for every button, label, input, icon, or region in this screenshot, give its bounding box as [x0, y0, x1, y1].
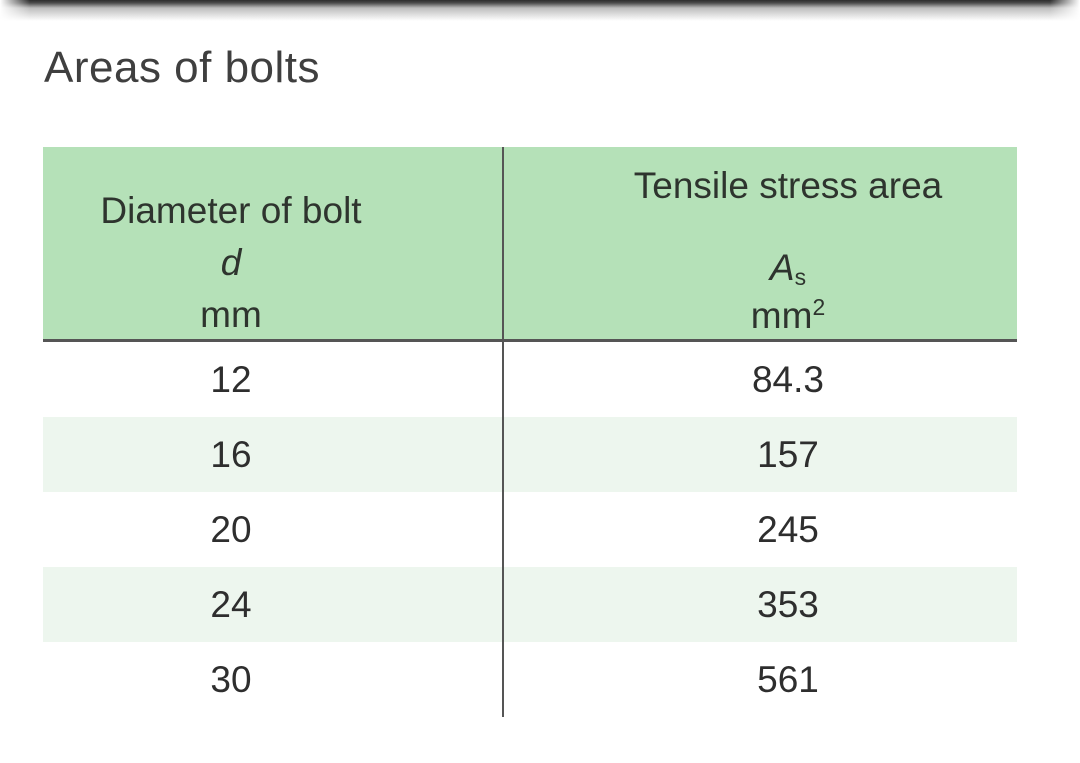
cell-diameter: 16 — [43, 417, 504, 492]
table-body: 12 84.3 16 157 20 245 24 353 30 561 — [43, 342, 1017, 717]
cell-stress-area: 84.3 — [751, 358, 824, 400]
cell-diameter: 20 — [43, 492, 504, 567]
top-shadow-bar — [0, 0, 1080, 22]
table-header-row: Diameter of bolt d mm Tensile stress are… — [43, 147, 1017, 342]
header-diameter-symbol: d — [221, 237, 242, 289]
cell-stress-area: 157 — [757, 433, 819, 475]
header-area-symbol: As — [770, 246, 806, 294]
bolt-areas-table: Diameter of bolt d mm Tensile stress are… — [43, 147, 1017, 717]
header-cell-diameter: Diameter of bolt d mm — [43, 147, 504, 339]
header-cell-stress-area: Tensile stress area As mm2 — [504, 147, 1017, 339]
cell-diameter: 24 — [43, 567, 504, 642]
header-diameter-unit: mm — [200, 294, 262, 335]
cell-stress-area: 245 — [757, 508, 819, 550]
table-row: 12 84.3 — [43, 342, 1017, 417]
page-title: Areas of bolts — [44, 43, 321, 92]
header-area-label: Tensile stress area — [633, 165, 943, 206]
table-row: 24 353 — [43, 567, 1017, 642]
symbol-d: d — [220, 242, 242, 283]
symbol-A: A — [769, 247, 795, 288]
cell-diameter: 12 — [43, 342, 504, 417]
unit-mm: mm — [750, 295, 813, 336]
cell-diameter: 30 — [43, 642, 504, 717]
unit-superscript: 2 — [812, 294, 826, 321]
header-area-unit: mm2 — [751, 294, 825, 342]
header-area-symbol-block: As mm2 — [751, 246, 825, 342]
cell-stress-area: 561 — [757, 658, 819, 700]
cell-stress-area: 353 — [757, 583, 819, 625]
header-diameter-label: Diameter of bolt — [100, 190, 362, 231]
table-row: 20 245 — [43, 492, 1017, 567]
symbol-A-subscript: s — [794, 264, 807, 291]
table-row: 16 157 — [43, 417, 1017, 492]
table-row: 30 561 — [43, 642, 1017, 717]
